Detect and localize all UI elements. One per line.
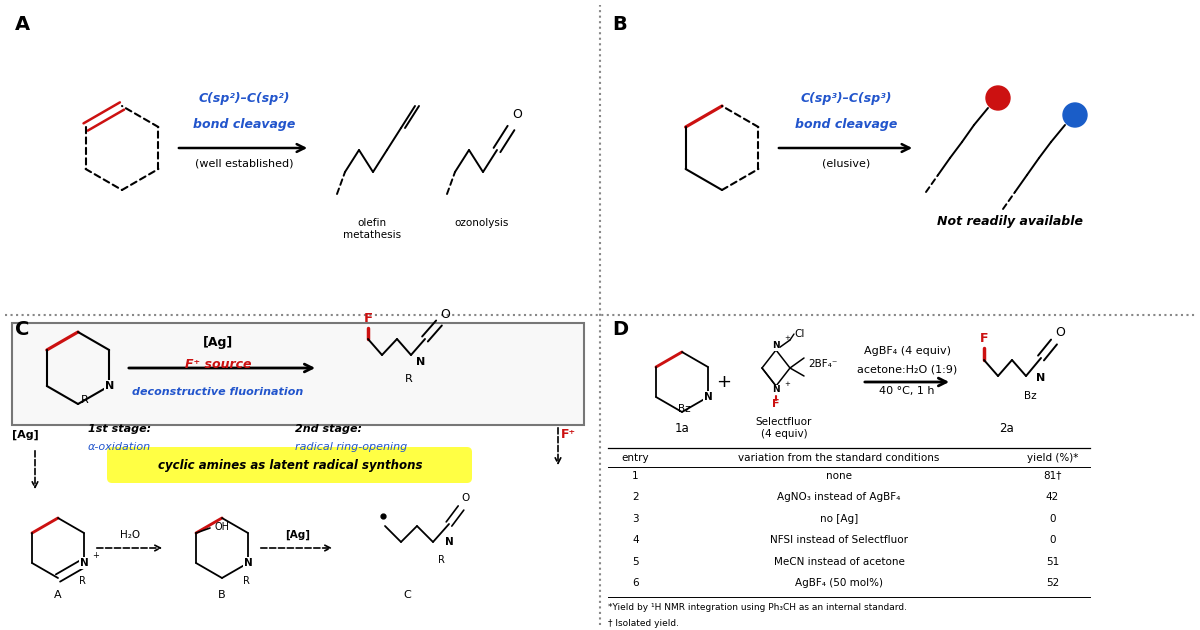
Text: F⁺ source: F⁺ source <box>185 358 251 371</box>
Text: bond cleavage: bond cleavage <box>193 118 295 131</box>
Text: 2: 2 <box>632 492 638 502</box>
Text: +: + <box>716 373 732 391</box>
Text: N: N <box>416 357 426 367</box>
Text: N: N <box>79 558 89 568</box>
Text: radical ring-opening: radical ring-opening <box>295 442 407 452</box>
Text: Bz: Bz <box>1024 391 1037 401</box>
Text: cyclic amines as latent radical synthons: cyclic amines as latent radical synthons <box>157 459 422 471</box>
Text: ozonolysis: ozonolysis <box>455 218 509 228</box>
Text: 6: 6 <box>632 578 638 588</box>
Text: NFSI instead of Selectfluor: NFSI instead of Selectfluor <box>770 535 908 545</box>
Circle shape <box>986 86 1010 110</box>
Text: B: B <box>218 590 226 600</box>
Text: (well established): (well established) <box>194 158 293 168</box>
Text: R: R <box>438 555 444 565</box>
FancyBboxPatch shape <box>107 447 472 483</box>
Text: N: N <box>244 558 252 568</box>
Text: *Yield by ¹H NMR integration using Ph₃CH as an internal standard.: *Yield by ¹H NMR integration using Ph₃CH… <box>608 602 907 612</box>
Text: O: O <box>440 309 450 321</box>
Text: AgBF₄ (50 mol%): AgBF₄ (50 mol%) <box>796 578 883 588</box>
Text: N: N <box>703 392 713 402</box>
Text: B: B <box>612 15 626 34</box>
Text: C: C <box>403 590 410 600</box>
Text: Selectfluor
(4 equiv): Selectfluor (4 equiv) <box>756 417 812 439</box>
Text: O: O <box>461 493 469 503</box>
Text: † Isolated yield.: † Isolated yield. <box>608 619 679 627</box>
Text: 51: 51 <box>1046 556 1060 566</box>
Text: O: O <box>512 108 522 122</box>
Text: 40 °C, 1 h: 40 °C, 1 h <box>880 386 935 396</box>
Text: 1: 1 <box>632 471 638 481</box>
Text: AgNO₃ instead of AgBF₄: AgNO₃ instead of AgBF₄ <box>778 492 901 502</box>
Text: Cl: Cl <box>794 329 804 339</box>
Text: N: N <box>104 381 114 391</box>
Text: OH: OH <box>214 522 229 532</box>
Text: α-oxidation: α-oxidation <box>88 442 151 452</box>
Text: none: none <box>826 471 852 481</box>
FancyBboxPatch shape <box>12 323 584 425</box>
Text: D: D <box>612 320 628 339</box>
Text: entry: entry <box>622 453 649 462</box>
Text: variation from the standard conditions: variation from the standard conditions <box>738 453 940 462</box>
Text: 0: 0 <box>1049 535 1056 545</box>
Text: R: R <box>406 374 413 384</box>
Text: yield (%)*: yield (%)* <box>1027 453 1078 462</box>
Text: +: + <box>92 551 100 559</box>
Text: Not readily available: Not readily available <box>937 215 1084 229</box>
Text: N: N <box>772 341 780 350</box>
Text: 1st stage:: 1st stage: <box>88 424 151 434</box>
Text: F: F <box>364 312 372 326</box>
Text: 5: 5 <box>632 556 638 566</box>
Text: C: C <box>14 320 29 339</box>
Text: +: + <box>784 381 790 387</box>
Text: A: A <box>54 590 62 600</box>
Text: 4: 4 <box>632 535 638 545</box>
Text: C(sp²)–C(sp²): C(sp²)–C(sp²) <box>198 92 289 105</box>
Text: no [Ag]: no [Ag] <box>820 513 858 524</box>
Text: 81†: 81† <box>1043 471 1062 481</box>
Text: 1a: 1a <box>674 421 689 435</box>
Circle shape <box>1063 103 1087 127</box>
Text: F: F <box>979 331 989 345</box>
Text: bond cleavage: bond cleavage <box>794 118 898 131</box>
Text: acetone:H₂O (1:9): acetone:H₂O (1:9) <box>857 365 958 375</box>
Text: C(sp³)–C(sp³): C(sp³)–C(sp³) <box>800 92 892 105</box>
Text: (elusive): (elusive) <box>822 158 870 168</box>
Text: AgBF₄ (4 equiv): AgBF₄ (4 equiv) <box>864 346 950 356</box>
Text: A: A <box>14 15 30 34</box>
Text: 2a: 2a <box>1000 421 1014 435</box>
Text: F⁺: F⁺ <box>560 428 576 441</box>
Text: 52: 52 <box>1046 578 1060 588</box>
Text: deconstructive fluorination: deconstructive fluorination <box>132 387 304 397</box>
Text: 2BF₄⁻: 2BF₄⁻ <box>808 359 838 369</box>
Text: olefin
metathesis: olefin metathesis <box>343 218 401 239</box>
Text: N: N <box>1037 373 1045 383</box>
Text: 0: 0 <box>1049 513 1056 524</box>
Text: [Ag]: [Ag] <box>203 336 233 349</box>
Text: H₂O: H₂O <box>120 530 140 540</box>
Text: +: + <box>784 335 790 341</box>
Text: [Ag]: [Ag] <box>12 430 38 440</box>
Text: R: R <box>242 576 250 586</box>
Text: N: N <box>772 386 780 394</box>
Text: 3: 3 <box>632 513 638 524</box>
Text: 2nd stage:: 2nd stage: <box>295 424 362 434</box>
Text: N: N <box>445 537 454 547</box>
Text: F: F <box>773 399 780 409</box>
Text: R: R <box>82 395 89 405</box>
Text: 42: 42 <box>1046 492 1060 502</box>
Text: Bz: Bz <box>678 404 690 414</box>
Text: [Ag]: [Ag] <box>286 530 311 540</box>
Text: MeCN instead of acetone: MeCN instead of acetone <box>774 556 905 566</box>
Text: R: R <box>78 576 85 586</box>
Text: O: O <box>1055 326 1064 338</box>
